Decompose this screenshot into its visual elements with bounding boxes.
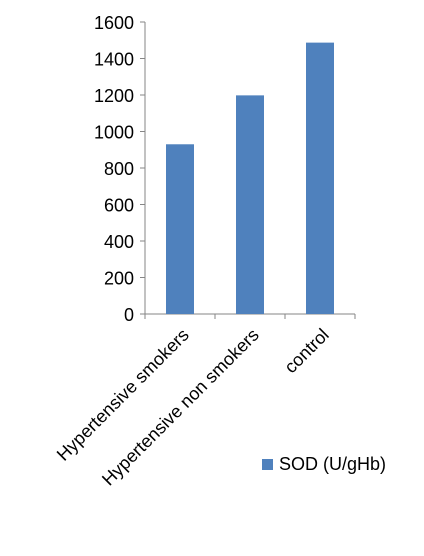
legend-label: SOD (U/gHb) bbox=[279, 454, 386, 474]
bar bbox=[236, 95, 264, 315]
y-tick-label: 600 bbox=[104, 196, 134, 216]
y-axis: 0 200 400 600 800 1000 1200 1400 1600 bbox=[94, 13, 146, 325]
x-tick-label: control bbox=[280, 325, 332, 377]
y-tick-label: 800 bbox=[104, 159, 134, 179]
bar bbox=[166, 144, 194, 314]
bar-series bbox=[166, 42, 334, 315]
y-tick-label: 1200 bbox=[94, 86, 134, 106]
legend-swatch bbox=[262, 459, 273, 470]
y-tick-label: 1400 bbox=[94, 50, 134, 70]
y-tick-label: 1600 bbox=[94, 13, 134, 33]
bar bbox=[306, 42, 334, 315]
y-tick-label: 0 bbox=[124, 305, 134, 325]
legend: SOD (U/gHb) bbox=[262, 454, 386, 474]
x-tick-label: Hypertensive smokers bbox=[53, 325, 193, 465]
y-tick-label: 200 bbox=[104, 269, 134, 289]
y-tick-label: 1000 bbox=[94, 123, 134, 143]
y-tick-label: 400 bbox=[104, 232, 134, 252]
